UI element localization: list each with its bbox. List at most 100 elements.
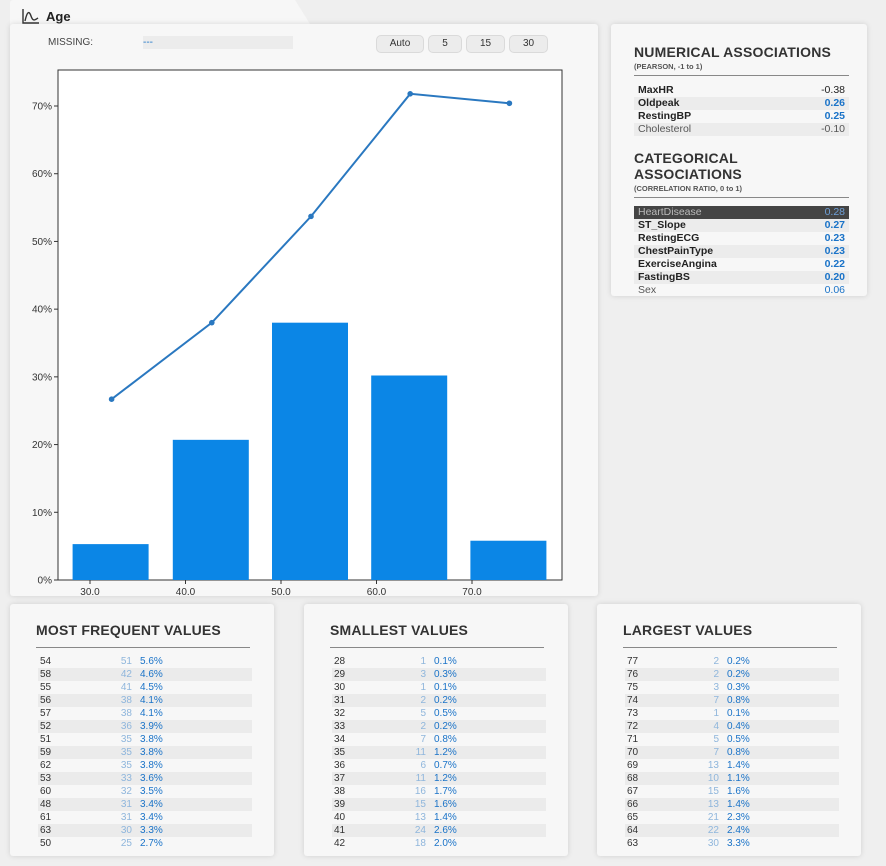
y-tick-label: 20% bbox=[32, 440, 52, 451]
x-tick-label: 30.0 bbox=[80, 587, 100, 598]
value-key: 70 bbox=[627, 747, 639, 758]
value-key: 57 bbox=[40, 708, 52, 719]
value-key: 30 bbox=[334, 682, 346, 693]
value-key: 32 bbox=[334, 708, 346, 719]
bins-30-button[interactable]: 30 bbox=[509, 35, 548, 53]
value-percent: 0.8% bbox=[727, 695, 750, 706]
value-key: 29 bbox=[334, 669, 346, 680]
value-count: 13 bbox=[414, 812, 426, 823]
value-row: 51 35 3.8% bbox=[38, 733, 252, 746]
y-tick-label: 40% bbox=[32, 305, 52, 316]
largest-values-table: 77 2 0.2% 76 2 0.2% 75 3 0.3% 74 7 0.8% 73 1 0.1% 72 4 0.… bbox=[625, 655, 839, 850]
value-count: 31 bbox=[120, 812, 132, 823]
bins-5-button[interactable]: 5 bbox=[428, 35, 462, 53]
value-count: 36 bbox=[120, 721, 132, 732]
value-percent: 0.1% bbox=[434, 682, 457, 693]
chart-line-icon bbox=[22, 9, 39, 24]
value-count: 3 bbox=[420, 669, 426, 680]
value-percent: 3.8% bbox=[140, 760, 163, 771]
numerical-assoc-list: MaxHR -0.38 Oldpeak 0.26 RestingBP 0.25 Choles… bbox=[634, 84, 849, 136]
bins-auto-button[interactable]: Auto bbox=[376, 35, 424, 53]
value-row: 57 38 4.1% bbox=[38, 707, 252, 720]
value-row: 40 13 1.4% bbox=[332, 811, 546, 824]
value-percent: 0.5% bbox=[434, 708, 457, 719]
value-key: 36 bbox=[334, 760, 346, 771]
y-tick-label: 70% bbox=[32, 102, 52, 113]
bar bbox=[272, 322, 348, 580]
value-key: 58 bbox=[40, 669, 52, 680]
value-key: 63 bbox=[627, 838, 639, 849]
assoc-name: ChestPainType bbox=[638, 245, 714, 257]
value-count: 7 bbox=[420, 734, 426, 745]
assoc-name: ExerciseAngina bbox=[638, 258, 717, 270]
value-row: 53 33 3.6% bbox=[38, 772, 252, 785]
value-key: 65 bbox=[627, 812, 639, 823]
line-point bbox=[407, 91, 414, 97]
numerical-assoc-title: NUMERICAL ASSOCIATIONS bbox=[634, 44, 832, 60]
value-percent: 1.2% bbox=[434, 747, 457, 758]
assoc-value: 0.22 bbox=[824, 258, 845, 270]
bins-15-button[interactable]: 15 bbox=[466, 35, 505, 53]
value-row: 37 11 1.2% bbox=[332, 772, 546, 785]
value-row: 71 5 0.5% bbox=[625, 733, 839, 746]
assoc-name: Cholesterol bbox=[638, 123, 692, 135]
assoc-row: Cholesterol -0.10 bbox=[634, 123, 849, 136]
value-row: 38 16 1.7% bbox=[332, 785, 546, 798]
value-percent: 4.6% bbox=[140, 669, 163, 680]
assoc-value: 0.26 bbox=[824, 97, 845, 109]
value-key: 31 bbox=[334, 695, 346, 706]
assoc-row: ST_Slope 0.27 bbox=[634, 219, 849, 232]
value-key: 64 bbox=[627, 825, 639, 836]
value-row: 39 15 1.6% bbox=[332, 798, 546, 811]
value-percent: 4.5% bbox=[140, 682, 163, 693]
value-key: 35 bbox=[334, 747, 346, 758]
line-point bbox=[506, 100, 513, 107]
value-key: 41 bbox=[334, 825, 346, 836]
value-count: 35 bbox=[120, 747, 132, 758]
value-percent: 3.8% bbox=[140, 734, 163, 745]
value-row: 68 10 1.1% bbox=[625, 772, 839, 785]
value-count: 2 bbox=[420, 721, 426, 732]
smallest-values-card: SMALLEST VALUES 28 1 0.1% 29 3 0.3% 30 1 0.1% 31 2… bbox=[304, 604, 568, 856]
missing-label: MISSING: bbox=[48, 37, 94, 48]
value-count: 1 bbox=[420, 656, 426, 667]
assoc-row: RestingBP 0.25 bbox=[634, 110, 849, 123]
value-percent: 3.8% bbox=[140, 747, 163, 758]
value-percent: 2.3% bbox=[727, 812, 750, 823]
value-row: 67 15 1.6% bbox=[625, 785, 839, 798]
assoc-value: 0.25 bbox=[824, 110, 845, 122]
missing-row: MISSING: --- bbox=[48, 36, 293, 49]
assoc-name: RestingBP bbox=[638, 110, 692, 122]
categorical-assoc-list: HeartDisease 0.28 ST_Slope 0.27 RestingECG 0.… bbox=[634, 206, 849, 297]
value-count: 7 bbox=[713, 695, 719, 706]
bar bbox=[172, 439, 249, 580]
x-tick-label: 70.0 bbox=[462, 587, 482, 598]
value-count: 42 bbox=[120, 669, 132, 680]
categorical-assoc-title: CATEGORICAL ASSOCIATIONS bbox=[634, 150, 742, 182]
variable-title: Age bbox=[46, 8, 71, 24]
value-percent: 0.2% bbox=[727, 669, 750, 680]
value-percent: 2.6% bbox=[434, 825, 457, 836]
value-percent: 4.1% bbox=[140, 708, 163, 719]
value-key: 53 bbox=[40, 773, 52, 784]
value-key: 39 bbox=[334, 799, 346, 810]
value-count: 18 bbox=[414, 838, 426, 849]
value-key: 69 bbox=[627, 760, 639, 771]
value-percent: 3.5% bbox=[140, 786, 163, 797]
value-row: 72 4 0.4% bbox=[625, 720, 839, 733]
value-percent: 3.3% bbox=[140, 825, 163, 836]
value-row: 30 1 0.1% bbox=[332, 681, 546, 694]
value-percent: 1.2% bbox=[434, 773, 457, 784]
value-percent: 0.2% bbox=[434, 721, 457, 732]
value-row: 75 3 0.3% bbox=[625, 681, 839, 694]
value-row: 73 1 0.1% bbox=[625, 707, 839, 720]
value-count: 31 bbox=[120, 799, 132, 810]
value-row: 33 2 0.2% bbox=[332, 720, 546, 733]
most-frequent-table: 54 51 5.6% 58 42 4.6% 55 41 4.5% 56 38 4.1% 57 38 4.1%… bbox=[38, 655, 252, 850]
value-percent: 3.3% bbox=[727, 838, 750, 849]
value-row: 77 2 0.2% bbox=[625, 655, 839, 668]
bins-button-group: Auto 5 15 30 bbox=[376, 35, 548, 53]
x-tick-label: 60.0 bbox=[367, 587, 387, 598]
value-key: 40 bbox=[334, 812, 346, 823]
value-count: 25 bbox=[120, 838, 132, 849]
